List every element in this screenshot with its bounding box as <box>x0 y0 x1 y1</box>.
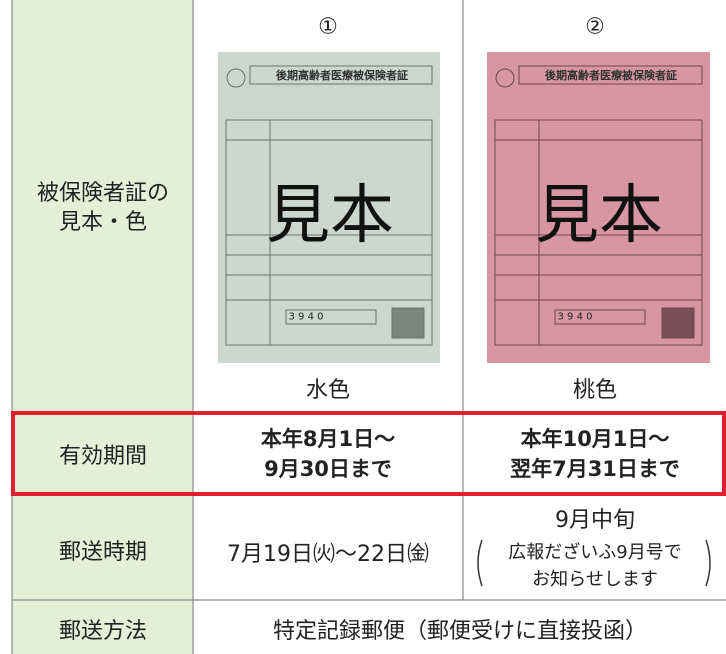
card-title: 後期高齢者医療被保険者証 <box>276 69 408 82</box>
mail-method: 特定記録郵便（郵便受けに直接投函） <box>272 619 648 644</box>
row-label: 被保険者証の <box>36 181 170 206</box>
period: 翌年7月31日まで <box>510 457 680 481</box>
row-label: 有効期間 <box>58 444 148 469</box>
mail-note: 広報だざいふ9月号で <box>508 542 682 563</box>
card-1 <box>218 52 440 363</box>
column-number: ① <box>318 14 338 40</box>
row-label: 郵送時期 <box>58 540 148 565</box>
row-label: 見本・色 <box>58 210 148 235</box>
bracket-left <box>477 539 483 587</box>
mail-date: 9月中旬 <box>555 508 635 533</box>
row-label: 郵送方法 <box>58 619 148 644</box>
color-label: 水色 <box>305 378 351 403</box>
card-2 <box>487 52 710 363</box>
mail-date: 7月19日㈫～22日㈮ <box>227 542 429 567</box>
card-stamp: 見本 <box>266 179 394 253</box>
period: 本年8月1日～ <box>260 427 396 451</box>
period: 本年10月1日～ <box>520 427 670 451</box>
mail-note: お知らせします <box>532 569 658 590</box>
card-number: 3 9 4 0 <box>557 311 593 323</box>
column-number: ② <box>585 14 605 40</box>
grid <box>11 0 726 654</box>
period: 9月30日まで <box>264 457 392 481</box>
card-title: 後期高齢者医療被保険者証 <box>545 69 677 82</box>
label-column <box>12 0 193 654</box>
card-stamp: 見本 <box>535 179 663 253</box>
color-label: 桃色 <box>572 378 618 403</box>
highlight-frame <box>11 411 726 496</box>
bracket-right <box>705 539 711 587</box>
card-number: 3 9 4 0 <box>288 311 324 323</box>
